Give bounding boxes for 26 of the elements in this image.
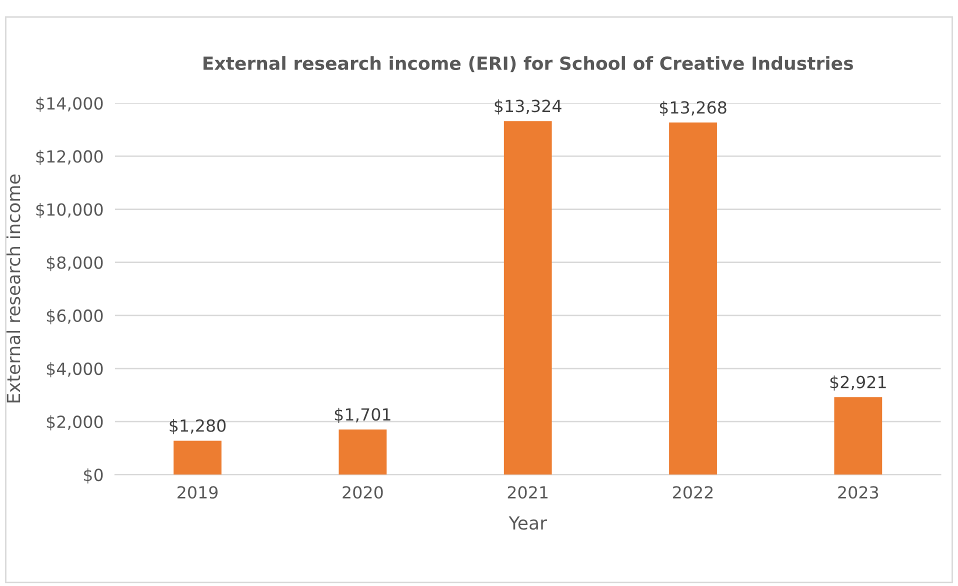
y-tick-label: $2,000 bbox=[46, 415, 103, 430]
x-tick-label: 2019 bbox=[178, 486, 218, 499]
y-tick-label: $0 bbox=[84, 468, 103, 484]
x-tick-label: 2021 bbox=[508, 486, 548, 499]
bar bbox=[338, 430, 387, 475]
bar bbox=[504, 121, 552, 475]
chart-title: External research income (ERI) for School of Creative Industries bbox=[204, 56, 853, 72]
x-axis-title: Year bbox=[508, 516, 547, 530]
data-label: $13,268 bbox=[660, 100, 726, 116]
data-label: $1,280 bbox=[170, 419, 226, 434]
y-tick-label: $10,000 bbox=[36, 202, 103, 218]
x-tick-label: 2023 bbox=[838, 486, 878, 499]
y-tick-label: $14,000 bbox=[36, 96, 103, 112]
x-tick-label: 2022 bbox=[673, 486, 713, 499]
data-label: $13,324 bbox=[494, 99, 562, 115]
data-label: $2,921 bbox=[830, 375, 886, 391]
x-tick-label: 2020 bbox=[342, 486, 383, 499]
y-tick-label: $8,000 bbox=[46, 256, 103, 272]
y-tick-label: $6,000 bbox=[46, 309, 103, 324]
y-axis-title: External research income bbox=[6, 174, 20, 402]
bar bbox=[834, 397, 882, 475]
y-tick-label: $12,000 bbox=[36, 150, 103, 165]
y-tick-label: $4,000 bbox=[46, 362, 103, 378]
bar bbox=[669, 122, 717, 475]
bar bbox=[174, 440, 222, 475]
data-label: $1,701 bbox=[334, 408, 390, 423]
